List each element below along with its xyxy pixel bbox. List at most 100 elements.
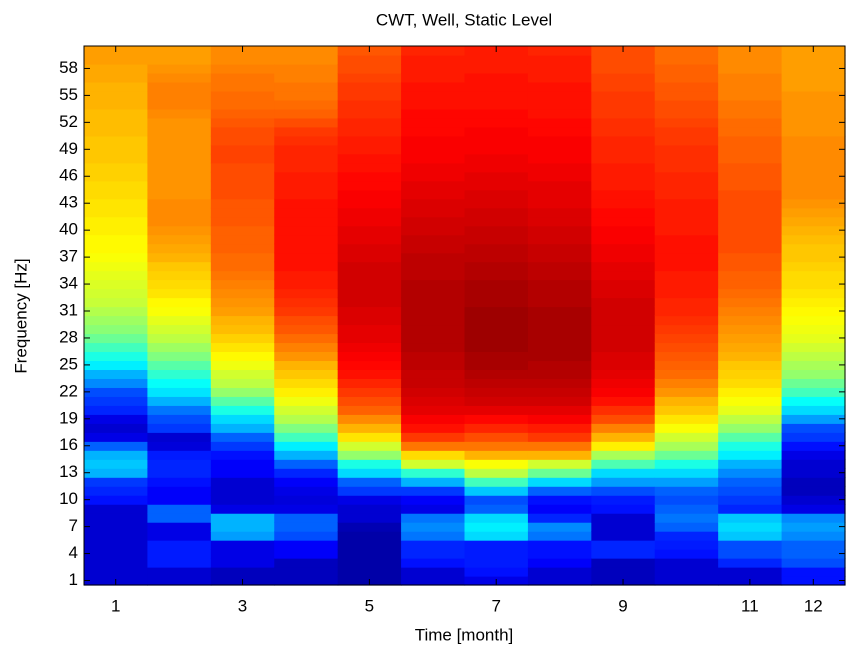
heatmap-cell (274, 396, 339, 406)
y-tick-label: 55 (59, 85, 78, 104)
heatmap-cell (654, 243, 719, 254)
heatmap-cell (591, 477, 656, 487)
heatmap-cell (274, 297, 339, 308)
heatmap-cell (718, 432, 783, 442)
heatmap-cell (210, 243, 275, 254)
heatmap-cell (147, 531, 212, 541)
heatmap-cell (718, 243, 783, 254)
heatmap-cell (654, 342, 719, 353)
heatmap-cell (464, 450, 529, 460)
heatmap-cell (654, 72, 719, 83)
heatmap-cell (654, 81, 719, 92)
heatmap-cell (210, 378, 275, 388)
heatmap-cell (654, 63, 719, 74)
heatmap-cell (210, 486, 275, 496)
heatmap-cell (591, 126, 656, 137)
heatmap-cell (210, 252, 275, 263)
heatmap-cell (591, 468, 656, 478)
heatmap-cell (464, 396, 529, 406)
heatmap-cell (718, 306, 783, 317)
y-tick-label: 43 (59, 193, 78, 212)
heatmap-cell (84, 180, 149, 191)
heatmap-cell (401, 99, 466, 110)
heatmap-cell (84, 513, 149, 523)
heatmap-cell (274, 504, 339, 514)
heatmap-cell (654, 477, 719, 487)
heatmap-cell (781, 324, 846, 335)
heatmap-cell (210, 513, 275, 523)
heatmap-cell (464, 153, 529, 164)
heatmap-cell (274, 378, 339, 388)
heatmap-cell (210, 423, 275, 433)
heatmap-cell (591, 414, 656, 424)
heatmap-cell (527, 180, 592, 191)
heatmap-cell (147, 81, 212, 92)
heatmap-cell (718, 567, 783, 577)
heatmap-cell (718, 288, 783, 299)
heatmap-cell (591, 369, 656, 379)
heatmap-cell (147, 288, 212, 299)
heatmap-cell (84, 243, 149, 254)
heatmap-cell (401, 504, 466, 514)
heatmap-cell (464, 117, 529, 128)
heatmap-cell (464, 405, 529, 415)
heatmap-cell (781, 306, 846, 317)
heatmap-cell (654, 144, 719, 155)
heatmap-cell (401, 549, 466, 559)
heatmap-cell (274, 117, 339, 128)
heatmap-cell (84, 450, 149, 460)
heatmap-cell (337, 198, 402, 209)
heatmap-cell (210, 261, 275, 272)
heatmap-cell (210, 315, 275, 326)
heatmap-cell (591, 216, 656, 227)
heatmap-cell (274, 450, 339, 460)
heatmap-cell (401, 288, 466, 299)
heatmap-cell (718, 225, 783, 236)
heatmap-cell (527, 414, 592, 424)
heatmap-cell (147, 189, 212, 200)
heatmap-cell (147, 270, 212, 281)
heatmap-cell (274, 234, 339, 245)
heatmap-cell (591, 117, 656, 128)
heatmap-cell (718, 423, 783, 433)
heatmap-cell (464, 333, 529, 344)
heatmap-cell (591, 558, 656, 568)
heatmap-cell (337, 441, 402, 451)
heatmap-cell (274, 324, 339, 335)
heatmap-cell (337, 54, 402, 65)
heatmap-cell (337, 549, 402, 559)
heatmap-cell (527, 378, 592, 388)
heatmap-cell (337, 477, 402, 487)
y-tick-label: 4 (69, 543, 78, 562)
heatmap-cell (464, 567, 529, 577)
heatmap-cell (210, 270, 275, 281)
heatmap-cell (654, 270, 719, 281)
heatmap-cell (210, 414, 275, 424)
heatmap-cell (464, 468, 529, 478)
heatmap-cell (718, 270, 783, 281)
heatmap-cell (781, 441, 846, 451)
heatmap-cell (654, 117, 719, 128)
heatmap-cell (464, 558, 529, 568)
heatmap-cell (84, 549, 149, 559)
heatmap-cell (337, 522, 402, 532)
y-tick-label: 13 (59, 462, 78, 481)
heatmap-cell (654, 405, 719, 415)
heatmap-cell (591, 450, 656, 460)
heatmap-cell (210, 234, 275, 245)
heatmap-cell (718, 153, 783, 164)
heatmap-cell (147, 216, 212, 227)
heatmap-cell (84, 144, 149, 155)
heatmap-cell (84, 351, 149, 362)
heatmap-cell (464, 162, 529, 173)
heatmap-cell (718, 63, 783, 74)
heatmap-cell (654, 396, 719, 406)
heatmap-cell (464, 54, 529, 65)
heatmap-cell (527, 315, 592, 326)
heatmap-cell (210, 531, 275, 541)
heatmap-cell (401, 63, 466, 74)
heatmap-cell (781, 126, 846, 137)
heatmap-cell (274, 432, 339, 442)
heatmap-cell (464, 522, 529, 532)
heatmap-cell (654, 549, 719, 559)
